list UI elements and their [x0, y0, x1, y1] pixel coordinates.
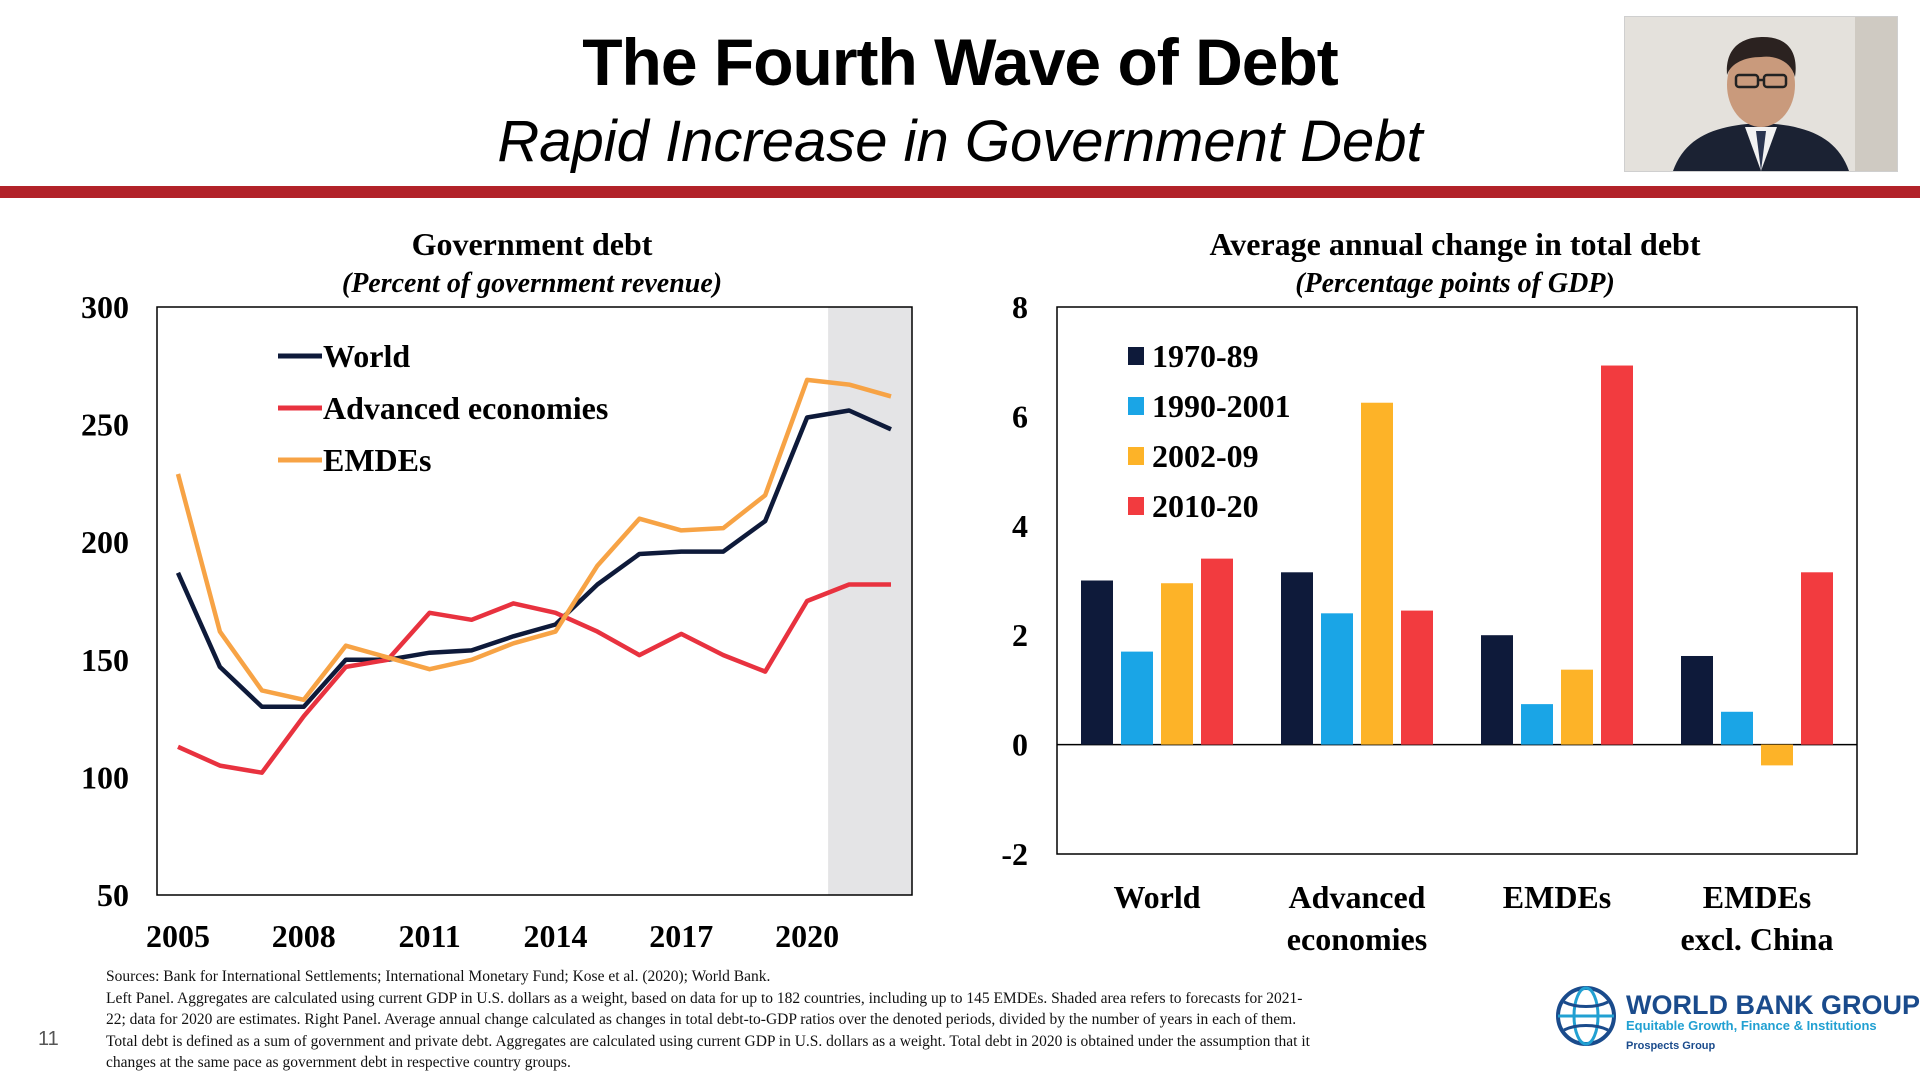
y-tick-label: 250 — [81, 407, 129, 443]
bar-2010-20 — [1601, 365, 1633, 745]
legend-swatch — [1128, 497, 1144, 515]
x-tick-label: 2020 — [775, 918, 839, 954]
logo-tagline: Equitable Growth, Finance & Institutions — [1626, 1018, 1877, 1033]
legend-label: 2010-20 — [1152, 488, 1259, 524]
bar-1990-2001 — [1121, 651, 1153, 745]
presenter-webcam — [1624, 16, 1898, 172]
bar-2002-09 — [1161, 583, 1193, 745]
government-debt-line-chart: 50 100 150 200 250 300 2005 2008 2011 2014 2017 202… — [81, 289, 913, 954]
category-label: EMDEs — [1703, 879, 1811, 915]
category-label: Advanced — [1289, 879, 1426, 915]
y-tick-label: 50 — [97, 877, 129, 913]
legend-label: 1970-89 — [1152, 338, 1259, 374]
x-tick-label: 2005 — [146, 918, 210, 954]
bar-1970-89 — [1681, 655, 1713, 745]
bar-1990-2001 — [1321, 613, 1353, 745]
bar-2002-09 — [1761, 744, 1793, 766]
plot-frame — [156, 306, 913, 896]
bar-2010-20 — [1401, 610, 1433, 745]
category-label: EMDEs — [1503, 879, 1611, 915]
y-tick-label: 300 — [81, 289, 129, 325]
legend-swatch — [1128, 347, 1144, 365]
bar-2002-09 — [1561, 669, 1593, 745]
series-line-world — [175, 408, 892, 710]
legend-label: Advanced economies — [323, 390, 608, 426]
legend-swatch — [1128, 397, 1144, 415]
forecast-shaded-area — [828, 307, 912, 895]
y-tick-label: 100 — [81, 759, 129, 795]
bar-1990-2001 — [1721, 711, 1753, 745]
y-tick-label: 150 — [81, 642, 129, 678]
bar-1990-2001 — [1521, 704, 1553, 745]
x-tick-label: 2014 — [523, 918, 587, 954]
footnote-line: Total debt is defined as a sum of govern… — [106, 1032, 1310, 1050]
y-tick-label: 0 — [1012, 727, 1028, 763]
slide-subtitle: Rapid Increase in Government Debt — [497, 109, 1423, 174]
y-tick-label: 8 — [1012, 289, 1028, 325]
category-label: excl. China — [1681, 921, 1834, 957]
series-line-advanced-economies — [177, 582, 891, 775]
bar-1970-89 — [1081, 580, 1113, 745]
legend-label: 2002-09 — [1152, 438, 1259, 474]
slide-number: 11 — [38, 1028, 59, 1050]
world-bank-globe-icon — [1556, 986, 1616, 1046]
footnote-line: Left Panel. Aggregates are calculated us… — [106, 989, 1303, 1007]
bar-1970-89 — [1481, 635, 1513, 745]
bar-2010-20 — [1201, 558, 1233, 745]
right-chart-subtitle: (Percentage points of GDP) — [1295, 268, 1615, 299]
x-tick-label: 2017 — [649, 918, 713, 954]
x-tick-label: 2011 — [399, 918, 461, 954]
left-chart-subtitle: (Percent of government revenue) — [341, 268, 723, 299]
footnote-line: 22; data for 2020 are estimates. Right P… — [106, 1011, 1297, 1028]
legend-label: World — [323, 338, 410, 374]
title-divider-bar — [0, 186, 1920, 198]
y-tick-label: 6 — [1012, 398, 1028, 434]
category-label: economies — [1287, 921, 1427, 957]
presenter-figure-icon — [1625, 17, 1897, 171]
slide-title: The Fourth Wave of Debt — [582, 25, 1339, 99]
y-tick-label: 2 — [1012, 617, 1028, 653]
right-chart-title: Average annual change in total debt — [1209, 226, 1701, 262]
legend-swatch — [1128, 447, 1144, 465]
category-label: World — [1113, 879, 1200, 915]
logo-group: Prospects Group — [1626, 1040, 1716, 1052]
x-tick-label: 2008 — [272, 918, 336, 954]
total-debt-change-bar-chart: -2 0 2 4 6 8 World Advanced economies EMDEs EMDEs e… — [1001, 289, 1858, 957]
y-tick-label: 200 — [81, 524, 129, 560]
footnote-line: Sources: Bank for International Settleme… — [106, 968, 771, 985]
bar-1970-89 — [1281, 572, 1313, 745]
bar-2010-20 — [1801, 572, 1833, 745]
footnotes: Sources: Bank for International Settleme… — [106, 966, 1526, 1074]
legend-label: EMDEs — [323, 442, 431, 478]
left-chart-title: Government debt — [411, 226, 653, 262]
y-tick-label: 4 — [1012, 508, 1028, 544]
footnote-line: changes at the same pace as government d… — [106, 1054, 571, 1071]
y-tick-label: -2 — [1001, 836, 1028, 872]
world-bank-group-logo-text: WORLD BANK GROUP — [1626, 990, 1920, 1020]
legend-label: 1990-2001 — [1152, 388, 1291, 424]
bar-2002-09 — [1361, 402, 1393, 745]
plot-frame — [1056, 306, 1858, 855]
series-line-emdes — [175, 377, 892, 703]
